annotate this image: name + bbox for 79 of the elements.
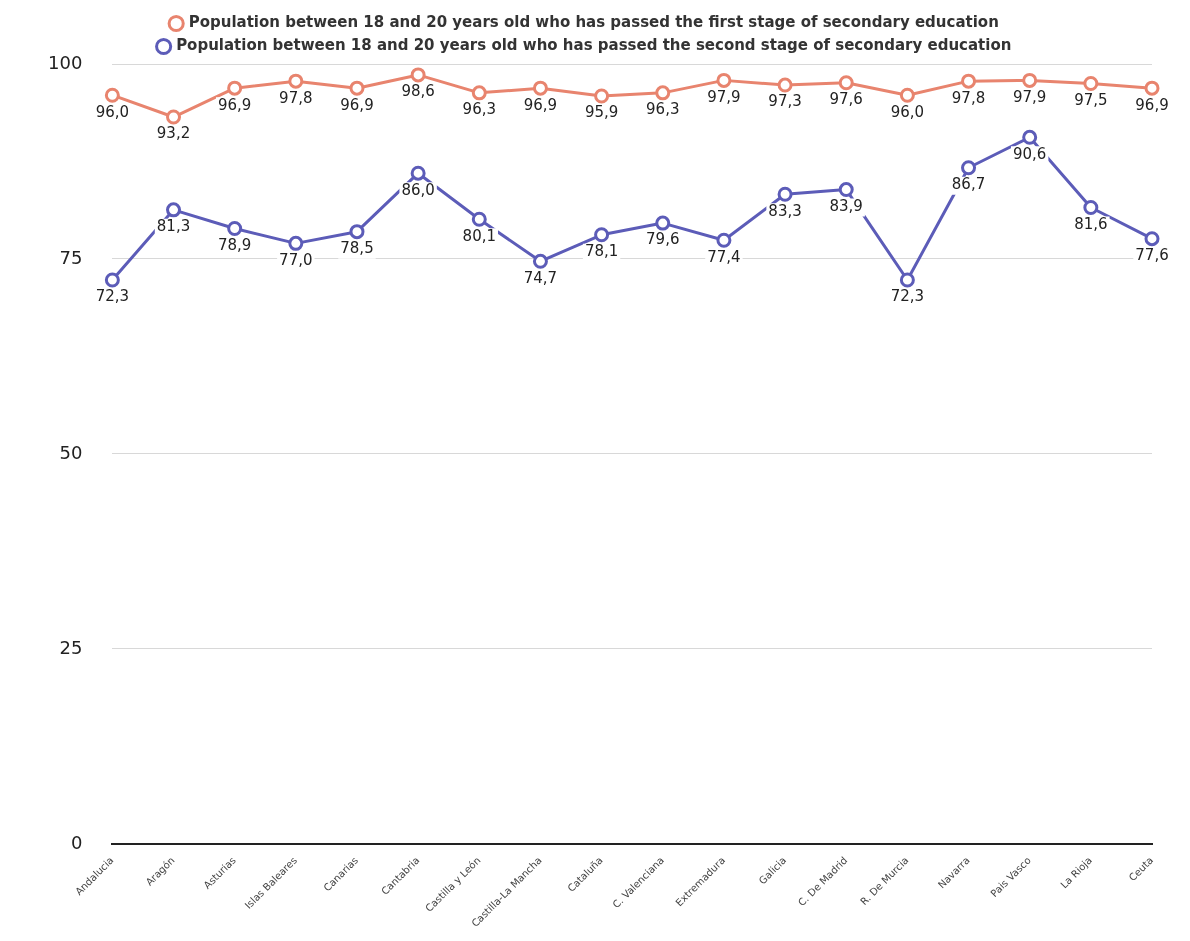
data-label: 96,3 xyxy=(646,100,680,119)
point xyxy=(777,186,793,202)
data-label: 97,9 xyxy=(1012,87,1047,106)
point xyxy=(899,272,915,288)
data-label: 78,1 xyxy=(584,242,619,261)
data-label: 90,6 xyxy=(1012,144,1047,163)
data-label: 96,0 xyxy=(890,102,925,121)
data-label: 77,4 xyxy=(707,247,741,266)
point xyxy=(288,73,304,89)
point xyxy=(104,272,120,288)
data-label: 83,3 xyxy=(768,201,802,220)
point xyxy=(410,67,426,83)
data-label: 83,9 xyxy=(829,196,863,215)
point xyxy=(288,235,304,251)
point xyxy=(532,80,548,96)
data-label: 97,8 xyxy=(279,88,313,107)
data-label: 77,0 xyxy=(279,250,313,269)
data-label: 80,1 xyxy=(462,226,496,245)
point xyxy=(961,160,977,176)
point xyxy=(227,221,243,237)
data-label: 81,6 xyxy=(1074,214,1108,233)
point xyxy=(1144,80,1160,96)
y-tick-label: 25 xyxy=(59,636,83,658)
point xyxy=(838,182,854,198)
data-label: 81,3 xyxy=(156,217,191,236)
point xyxy=(1022,72,1038,88)
point xyxy=(471,85,487,101)
point xyxy=(349,224,365,240)
y-tick-label: 75 xyxy=(59,246,83,268)
point xyxy=(349,80,365,96)
point xyxy=(166,109,182,125)
data-label: 96,9 xyxy=(340,95,374,114)
data-label: 96,3 xyxy=(462,100,496,119)
data-label: 74,7 xyxy=(523,268,558,287)
data-label: 96,9 xyxy=(217,95,252,114)
point xyxy=(716,232,732,248)
point xyxy=(655,85,671,101)
data-label: 97,8 xyxy=(951,88,986,107)
y-tick-label: 0 xyxy=(70,831,83,853)
point xyxy=(716,72,732,88)
data-label: 96,9 xyxy=(523,95,558,114)
legend-label: Population between 18 and 20 years old who has passed the first stage of secondary education xyxy=(188,13,999,32)
point xyxy=(655,215,671,231)
data-label: 78,9 xyxy=(217,235,252,254)
point xyxy=(1083,76,1099,91)
data-label: 86,7 xyxy=(951,175,986,194)
data-label: 97,6 xyxy=(829,90,863,109)
point xyxy=(471,211,487,227)
point xyxy=(899,87,915,103)
data-label: 98,6 xyxy=(401,82,435,101)
data-label: 79,6 xyxy=(646,230,680,249)
data-label: 86,0 xyxy=(401,180,435,199)
data-label: 77,6 xyxy=(1135,246,1169,265)
data-label: 97,3 xyxy=(768,92,802,111)
point xyxy=(410,165,426,181)
data-label: 97,5 xyxy=(1074,90,1108,109)
data-label: 97,9 xyxy=(707,87,741,106)
y-tick-label: 100 xyxy=(48,51,83,73)
point xyxy=(1144,231,1160,247)
y-tick-label: 50 xyxy=(59,441,83,463)
point xyxy=(961,73,977,89)
point xyxy=(227,80,243,96)
point xyxy=(104,87,120,103)
point xyxy=(777,77,793,93)
point xyxy=(594,227,610,243)
data-label: 96,0 xyxy=(95,102,130,121)
point xyxy=(166,202,182,218)
point xyxy=(532,253,548,269)
point xyxy=(594,88,610,104)
data-label: 96,9 xyxy=(1135,95,1169,114)
data-label: 72,3 xyxy=(890,287,925,306)
point xyxy=(1022,129,1038,145)
point xyxy=(838,75,854,91)
data-label: 95,9 xyxy=(584,103,619,122)
point xyxy=(1083,200,1099,215)
data-label: 93,2 xyxy=(156,124,191,143)
data-label: 72,3 xyxy=(95,287,130,306)
data-label: 78,5 xyxy=(340,239,374,258)
legend-label: Population between 18 and 20 years old who has passed the second stage of secondary education xyxy=(176,36,1012,55)
